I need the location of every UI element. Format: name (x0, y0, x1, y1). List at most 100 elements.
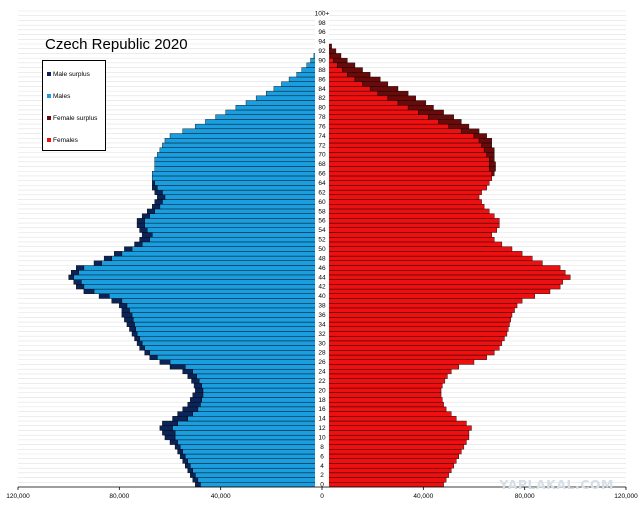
bar-female (321, 453, 460, 459)
bar-female (321, 100, 399, 106)
legend-swatch-female-surplus (47, 116, 51, 121)
age-label: 68 (318, 161, 326, 168)
age-label: 76 (318, 123, 326, 130)
bar-male (202, 392, 323, 398)
bar-female-surplus (387, 95, 416, 101)
bar-male (225, 109, 323, 115)
age-label: 30 (318, 340, 326, 347)
bar-male (187, 458, 323, 464)
bar-male (235, 105, 323, 111)
bar-female (321, 171, 492, 177)
legend-males: Males (47, 93, 70, 100)
bar-female-surplus (329, 53, 342, 59)
bar-male (192, 411, 323, 417)
bar-male (93, 288, 323, 294)
bar-female (321, 430, 470, 436)
bar-female (321, 260, 543, 266)
bar-female (321, 119, 439, 125)
bar-female (321, 227, 498, 233)
bar-male-surplus (182, 458, 188, 464)
bar-male (190, 463, 323, 469)
bar-female (321, 288, 551, 294)
age-label: 90 (318, 57, 326, 64)
bar-female (321, 425, 472, 431)
bar-female (321, 302, 518, 309)
chart-legend: Male surplus Males Female surplus Female… (42, 60, 106, 151)
bar-female-surplus (481, 142, 492, 148)
bar-female-surplus (448, 123, 470, 130)
age-label: 32 (318, 331, 326, 338)
bar-male-surplus (162, 430, 176, 436)
bar-female-surplus (461, 128, 480, 134)
bar-female-surplus (362, 81, 389, 87)
bar-female (321, 439, 467, 445)
bar-male (164, 194, 323, 200)
bar-female (321, 331, 508, 337)
bar-male (83, 284, 323, 290)
bar-male-surplus (111, 298, 123, 304)
age-label: 38 (318, 303, 326, 310)
bar-female (321, 222, 500, 228)
bar-female-surplus (354, 76, 381, 82)
bar-male (192, 467, 323, 474)
age-label: 92 (318, 48, 326, 55)
x-tick-label: 80,000 (109, 493, 129, 500)
bar-male (177, 439, 323, 445)
bar-female (321, 397, 443, 403)
age-label: 96 (318, 29, 326, 36)
bar-male-surplus (136, 222, 145, 228)
age-label: 100+ (315, 10, 330, 17)
bar-male-surplus (169, 439, 178, 445)
legend-male-surplus: Male surplus (47, 71, 90, 78)
age-label: 36 (318, 312, 326, 319)
bar-male (169, 133, 323, 139)
age-label: 4 (320, 463, 324, 470)
bar-male (149, 213, 323, 219)
bar-male (159, 147, 323, 153)
bar-male-surplus (141, 232, 153, 238)
bar-female (321, 152, 487, 158)
bar-male (144, 218, 323, 224)
bar-female (321, 251, 523, 257)
bar-male-surplus (121, 312, 133, 318)
bar-male-surplus (124, 246, 133, 252)
bar-female (321, 368, 452, 375)
bar-female (321, 312, 513, 318)
bar-female (321, 477, 447, 483)
bar-male-surplus (187, 467, 194, 474)
age-label: 50 (318, 246, 326, 253)
age-label: 60 (318, 199, 326, 206)
age-label: 42 (318, 284, 326, 291)
bar-male (201, 383, 323, 389)
bar-female (321, 241, 503, 247)
bar-female (321, 138, 480, 144)
bar-female (321, 317, 511, 323)
bar-male-surplus (193, 383, 202, 389)
bar-male-surplus (187, 373, 197, 379)
bar-male (141, 241, 323, 247)
bar-female (321, 95, 389, 101)
bar-female-surplus (418, 109, 444, 115)
bar-male (129, 307, 323, 313)
age-label: 34 (318, 321, 326, 328)
bar-female (321, 364, 460, 370)
bar-female (321, 401, 444, 408)
bar-female (321, 128, 462, 134)
bar-male-surplus (121, 307, 130, 313)
bar-female (321, 142, 482, 148)
age-label: 48 (318, 255, 326, 262)
legend-female-surplus: Female surplus (47, 115, 97, 122)
age-label: 16 (318, 406, 326, 413)
bar-female (321, 406, 447, 412)
age-label: 46 (318, 265, 326, 272)
bar-female (321, 434, 470, 441)
legend-swatch-females (47, 138, 51, 143)
age-label: 80 (318, 105, 326, 112)
bar-male (81, 279, 323, 285)
bar-male-surplus (131, 331, 138, 337)
bar-female (321, 161, 490, 167)
legend-label-male-surplus: Male surplus (53, 71, 90, 78)
bar-male (174, 430, 323, 436)
age-label: 84 (318, 86, 326, 93)
